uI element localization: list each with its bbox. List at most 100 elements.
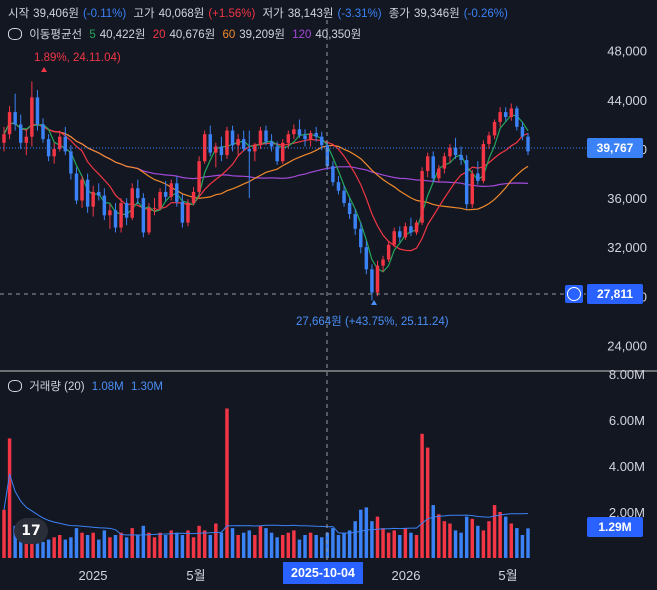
volume-bar xyxy=(197,525,201,558)
candle-body xyxy=(169,183,173,197)
candle-body xyxy=(476,173,480,181)
ma-title: 이동평균선 xyxy=(29,29,83,41)
volume-bar xyxy=(292,530,296,558)
volume-bar xyxy=(280,535,285,558)
candle-body xyxy=(381,259,385,266)
candle-body xyxy=(147,207,151,233)
volume-bar xyxy=(425,447,430,558)
crosshair-price-tag: 27,811 xyxy=(587,284,643,304)
volume-bar xyxy=(336,535,341,558)
volume-legend[interactable]: 거래량 (20) 1.08M 1.30M xyxy=(8,378,167,394)
volume-value-2: 1.30M xyxy=(130,381,163,393)
ma60-line xyxy=(3,122,529,211)
candle-body xyxy=(464,160,469,205)
tradingview-logo-icon[interactable]: 17 xyxy=(14,518,48,544)
candle-body xyxy=(342,190,346,203)
volume-eye-icon[interactable] xyxy=(8,380,22,392)
candle-body xyxy=(325,145,330,167)
volume-bar xyxy=(74,528,79,558)
volume-bar xyxy=(448,523,452,558)
candle-body xyxy=(336,182,341,191)
candle-body xyxy=(247,148,252,152)
volume-bar xyxy=(108,537,112,558)
candle-body xyxy=(503,112,508,118)
volume-bar xyxy=(186,530,190,558)
price-axis-label: 32,000 xyxy=(607,240,647,255)
candle-body xyxy=(370,269,374,293)
candle-body xyxy=(470,173,474,205)
x-axis-label: 2026 xyxy=(392,568,421,583)
add-alert-icon[interactable] xyxy=(565,285,583,303)
volume-bar xyxy=(80,532,84,558)
candle-body xyxy=(197,161,201,192)
volume-bar xyxy=(498,512,502,558)
volume-axis-label: 8.00M xyxy=(609,367,645,382)
high-annotation: 1.89%, 24.11.04) xyxy=(34,52,121,64)
candle-body xyxy=(52,148,56,157)
candle-body xyxy=(108,210,112,216)
candle-body xyxy=(180,201,185,223)
volume-bar xyxy=(386,532,391,558)
candle-body xyxy=(392,231,396,245)
close-label: 종가 xyxy=(388,8,410,20)
volume-bar xyxy=(269,532,274,558)
volume-bar xyxy=(152,537,157,558)
candle-body xyxy=(425,156,430,172)
candle-body xyxy=(320,136,324,146)
candle-body xyxy=(303,135,307,140)
volume-bar xyxy=(91,532,95,558)
volume-bar xyxy=(18,530,23,558)
volume-bar xyxy=(331,528,335,558)
ma-legend[interactable]: 이동평균선 5 40,422원 20 40,676원 60 39,209원 120 40… xyxy=(8,26,365,42)
candle-body xyxy=(141,198,146,233)
volume-bar xyxy=(147,532,151,558)
ma60-value: 39,209원 xyxy=(239,29,286,41)
x-axis-label: 2025 xyxy=(79,568,108,583)
candle-body xyxy=(498,112,502,122)
price-axis-label: 44,000 xyxy=(607,93,647,108)
candle-body xyxy=(13,112,17,125)
volume-bar xyxy=(320,537,324,558)
volume-bar xyxy=(124,537,129,558)
volume-bar xyxy=(141,525,146,558)
volume-bar xyxy=(398,535,402,558)
volume-bar xyxy=(35,537,40,558)
candle-body xyxy=(314,132,318,137)
candle-body xyxy=(219,146,224,156)
volume-axis-label: 4.00M xyxy=(609,459,645,474)
candle-body xyxy=(264,130,268,142)
volume-bar xyxy=(58,535,62,558)
candle-body xyxy=(353,214,357,229)
candle-body xyxy=(409,226,413,233)
visibility-eye-icon[interactable] xyxy=(8,28,22,40)
volume-bar xyxy=(414,535,419,558)
ma20-period: 20 xyxy=(152,29,166,41)
volume-bar xyxy=(24,532,29,558)
volume-bar xyxy=(236,535,240,558)
volume-bar xyxy=(476,525,480,558)
last-price-tag: 39,767 xyxy=(587,138,643,158)
candle-body xyxy=(63,136,68,152)
volume-bar xyxy=(353,521,357,558)
candle-body xyxy=(420,171,424,223)
candle-body xyxy=(18,124,23,143)
candle-body xyxy=(359,228,363,248)
candle-body xyxy=(186,202,190,223)
candle-body xyxy=(163,191,168,197)
candle-body xyxy=(97,191,101,196)
volume-bar xyxy=(119,532,123,558)
candle-body xyxy=(7,112,12,135)
candle-body xyxy=(487,135,491,145)
crosshair-date-tag: 2025-10-04 xyxy=(283,562,363,584)
volume-bar xyxy=(230,528,235,558)
close-value: 39,346원 xyxy=(413,8,460,20)
candle-body xyxy=(30,97,34,137)
low-value: 38,143원 xyxy=(287,8,334,20)
volume-bar xyxy=(464,516,469,558)
volume-bar xyxy=(46,539,51,558)
volume-bar xyxy=(225,408,229,558)
low-marker xyxy=(371,300,377,305)
high-value: 40,068원 xyxy=(158,8,205,20)
